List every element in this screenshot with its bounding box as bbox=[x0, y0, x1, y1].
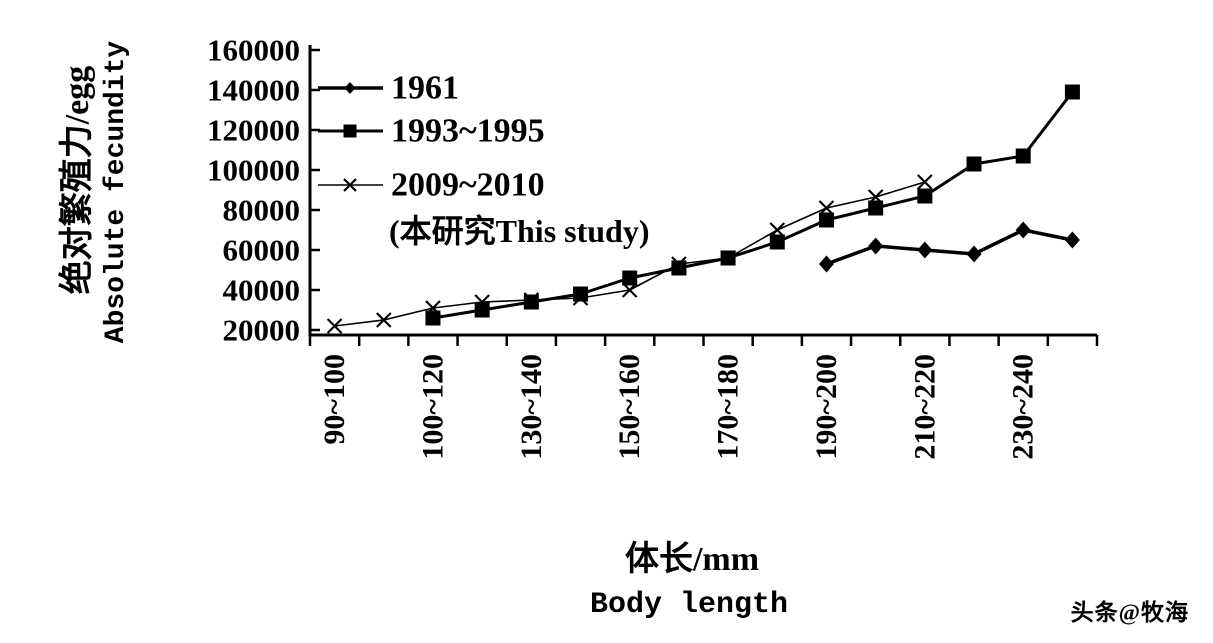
diamond-marker bbox=[344, 82, 356, 94]
square-marker bbox=[1064, 84, 1080, 100]
square-marker bbox=[917, 188, 933, 204]
series-1993-1995 bbox=[425, 84, 1080, 326]
series-2009-2010 bbox=[326, 174, 933, 334]
diamond-marker bbox=[818, 255, 834, 273]
x-marker bbox=[326, 318, 343, 334]
x-tick-label: 190~200 bbox=[810, 354, 843, 460]
diamond-marker bbox=[1015, 221, 1031, 239]
square-marker bbox=[769, 234, 785, 250]
y-tick-label: 140000 bbox=[207, 73, 300, 108]
square-marker bbox=[818, 212, 834, 228]
x-tick-label: 90~100 bbox=[318, 354, 351, 445]
x-marker bbox=[818, 200, 835, 216]
legend-entry-1: 1961 bbox=[318, 70, 459, 107]
series-line bbox=[334, 181, 926, 327]
y-tick-label: 20000 bbox=[223, 313, 301, 348]
square-marker bbox=[343, 124, 357, 138]
y-tick-label: 160000 bbox=[207, 33, 300, 68]
x-marker bbox=[671, 256, 687, 272]
series-lines bbox=[326, 84, 1080, 334]
x-marker bbox=[769, 222, 786, 238]
diamond-marker bbox=[868, 237, 884, 255]
legend-sublabel: (本研究This study) bbox=[389, 213, 650, 249]
legend-entry-2: 1993~1995 bbox=[318, 113, 545, 150]
legend-label: 1993~1995 bbox=[391, 113, 545, 150]
legend-label: 2009~2010 bbox=[391, 167, 545, 204]
x-marker bbox=[572, 290, 589, 306]
x-marker bbox=[523, 292, 540, 308]
y-tick-label: 40000 bbox=[223, 273, 301, 308]
x-tick-label: 100~120 bbox=[416, 354, 449, 460]
x-marker bbox=[867, 189, 884, 205]
diamond-marker bbox=[1064, 231, 1080, 249]
x-tick-label: 150~160 bbox=[613, 354, 646, 460]
y-axis-title-zh: 绝对繁殖力/egg bbox=[57, 66, 96, 295]
y-tick-label: 60000 bbox=[223, 233, 301, 268]
x-marker bbox=[474, 294, 490, 310]
x-marker bbox=[343, 178, 357, 192]
square-marker bbox=[425, 310, 441, 326]
axes: 20000 40000 60000 80000 100000 120000 140000 16… bbox=[207, 33, 1099, 460]
series-1961 bbox=[818, 221, 1080, 273]
x-marker bbox=[376, 312, 392, 328]
series-line bbox=[432, 91, 1074, 320]
square-marker bbox=[474, 302, 490, 318]
x-marker bbox=[917, 174, 933, 190]
square-marker bbox=[966, 156, 982, 172]
x-marker bbox=[621, 282, 638, 298]
x-tick-label: 130~140 bbox=[515, 354, 548, 460]
legend-entry-3: 2009~2010 (本研究This study) bbox=[318, 167, 650, 249]
x-marker bbox=[425, 300, 441, 316]
diamond-marker bbox=[966, 245, 982, 263]
x-marker bbox=[720, 250, 736, 266]
legend-label: 1961 bbox=[391, 70, 459, 107]
series-line bbox=[825, 228, 1073, 266]
square-marker bbox=[1015, 148, 1031, 164]
diamond-marker bbox=[917, 241, 933, 259]
x-tick-label: 170~180 bbox=[712, 354, 745, 460]
square-marker bbox=[868, 200, 884, 216]
x-tick-label: 230~240 bbox=[1007, 354, 1040, 460]
y-axis-title-en: Absolute fecundity bbox=[101, 41, 132, 344]
square-marker bbox=[523, 294, 539, 310]
x-axis-title-zh: 体长/mm bbox=[625, 540, 759, 578]
y-tick-label: 120000 bbox=[207, 113, 300, 148]
x-axis-title-en: Body length bbox=[590, 588, 788, 622]
y-tick-label: 100000 bbox=[207, 153, 300, 188]
y-tick-label: 80000 bbox=[223, 193, 301, 228]
x-tick-label: 210~220 bbox=[908, 354, 941, 460]
legend: 1961 1993~1995 2009~2010 (本研究This study) bbox=[318, 70, 650, 249]
square-marker bbox=[622, 270, 638, 286]
watermark: 头条@牧海 bbox=[1070, 600, 1189, 625]
